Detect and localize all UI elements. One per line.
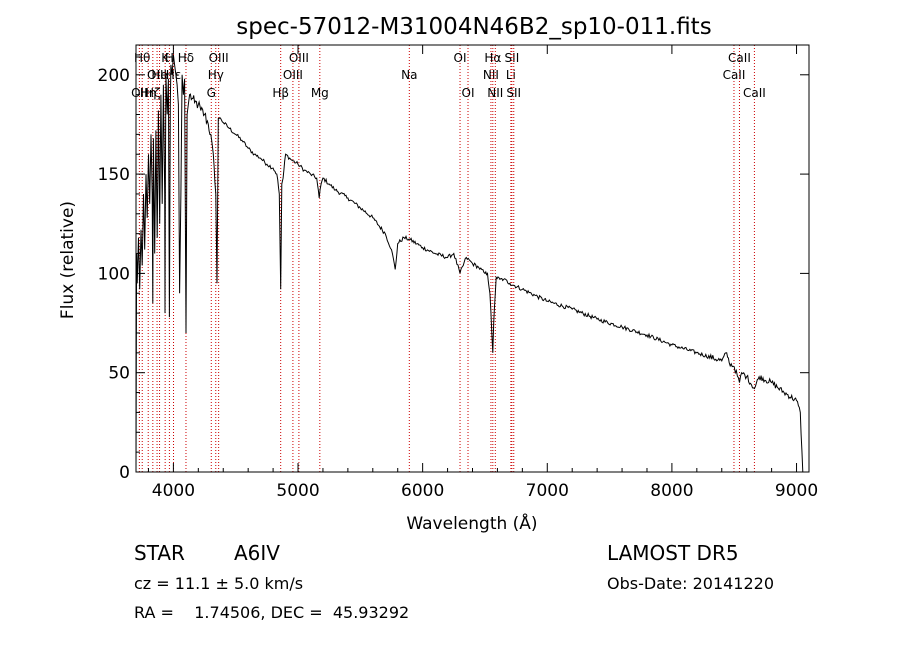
plot-frame: [135, 44, 810, 473]
line-marker-label-5: He: [151, 68, 167, 82]
y-axis-label: Flux (relative): [58, 201, 78, 319]
y-tick-label-4: 200: [98, 66, 130, 86]
axes: 4000 5000 6000 7000 8000 9000 0 50 100 150 200: [98, 44, 818, 501]
line-marker-label-26: CaII: [723, 68, 746, 82]
line-marker-label-3: Hζ: [145, 86, 161, 100]
line-marker-label-4: OIII: [147, 68, 167, 82]
line-marker-label-27: CaII: [728, 51, 751, 65]
line-marker-label-0: OII: [131, 86, 148, 100]
line-marker-label-20: NII: [483, 68, 499, 82]
spectral-subclass: A6IV: [234, 541, 280, 565]
x-tick-label-3: 7000: [526, 481, 569, 501]
chart-title: spec-57012-M31004N46B2_sp10-011.fits: [236, 14, 711, 40]
line-marker-label-21: Hα: [484, 51, 501, 65]
line-marker-label-6: K: [161, 51, 170, 65]
line-marker-label-25: SII: [506, 86, 521, 100]
line-marker-label-19: OI: [462, 86, 475, 100]
coordinates-text: RA = 1.74506, DEC = 45.93292: [134, 603, 410, 622]
line-marker-label-24: SII: [505, 51, 520, 65]
x-axis-label: Wavelength (Å): [406, 512, 537, 534]
line-marker-label-11: Hγ: [208, 68, 224, 82]
x-tick-label-0: 4000: [152, 481, 195, 501]
redshift-text: cz = 11.1 ± 5.0 km/s: [134, 574, 304, 593]
y-tick-label-2: 100: [98, 264, 130, 284]
line-marker-label-28: CaII: [743, 86, 766, 100]
line-marker-label-16: Mg: [311, 86, 329, 100]
line-marker-label-8: Hε: [166, 68, 182, 82]
obs-date-text: Obs-Date: 20141220: [607, 574, 775, 593]
spectrum-line: [135, 54, 804, 473]
object-class: STAR: [134, 541, 185, 565]
line-marker-label-23: Li: [506, 68, 516, 82]
x-tick-label-5: 9000: [775, 481, 818, 501]
line-marker-label-15: OIII: [289, 51, 309, 65]
survey-name: LAMOST DR5: [607, 541, 739, 565]
line-marker-label-7: H: [165, 51, 174, 65]
line-marker-label-18: OI: [454, 51, 467, 65]
x-tick-label-2: 6000: [401, 481, 444, 501]
line-marker-label-13: Hβ: [272, 86, 289, 100]
line-marker-label-12: OIII: [209, 51, 229, 65]
line-marker-label-17: Na: [401, 68, 417, 82]
line-marker-label-22: NII: [487, 86, 503, 100]
line-marker-label-10: G: [207, 86, 216, 100]
x-tick-label-4: 8000: [650, 481, 693, 501]
line-marker-layer: OIIHθHηHζOIIIHeKHHεHδGHγOIIIHβOIIIOIIIMg…: [131, 45, 766, 472]
y-tick-label-3: 150: [98, 165, 130, 185]
line-marker-label-14: OIII: [283, 68, 303, 82]
line-marker-label-9: Hδ: [178, 51, 194, 65]
x-tick-label-1: 5000: [276, 481, 319, 501]
y-tick-label-0: 0: [119, 463, 130, 483]
y-tick-label-1: 50: [108, 364, 130, 384]
